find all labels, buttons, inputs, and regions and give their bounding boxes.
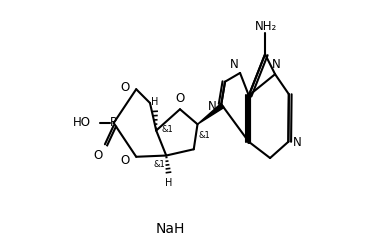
Text: H: H <box>165 178 173 187</box>
Text: O: O <box>175 92 185 105</box>
Text: N: N <box>230 58 239 71</box>
Text: N: N <box>272 58 281 71</box>
Text: &1: &1 <box>153 159 165 168</box>
Text: O: O <box>121 81 130 94</box>
Text: P: P <box>110 116 117 129</box>
Text: N: N <box>207 100 216 113</box>
Text: HO: HO <box>73 116 91 129</box>
Text: H: H <box>151 97 159 107</box>
Text: O: O <box>121 153 130 166</box>
Text: NaH: NaH <box>155 221 185 235</box>
Text: &1: &1 <box>162 124 174 133</box>
Text: N: N <box>293 136 302 149</box>
Polygon shape <box>198 104 224 125</box>
Text: &1: &1 <box>199 130 211 139</box>
Text: NH₂: NH₂ <box>255 20 277 33</box>
Text: O: O <box>94 148 103 161</box>
